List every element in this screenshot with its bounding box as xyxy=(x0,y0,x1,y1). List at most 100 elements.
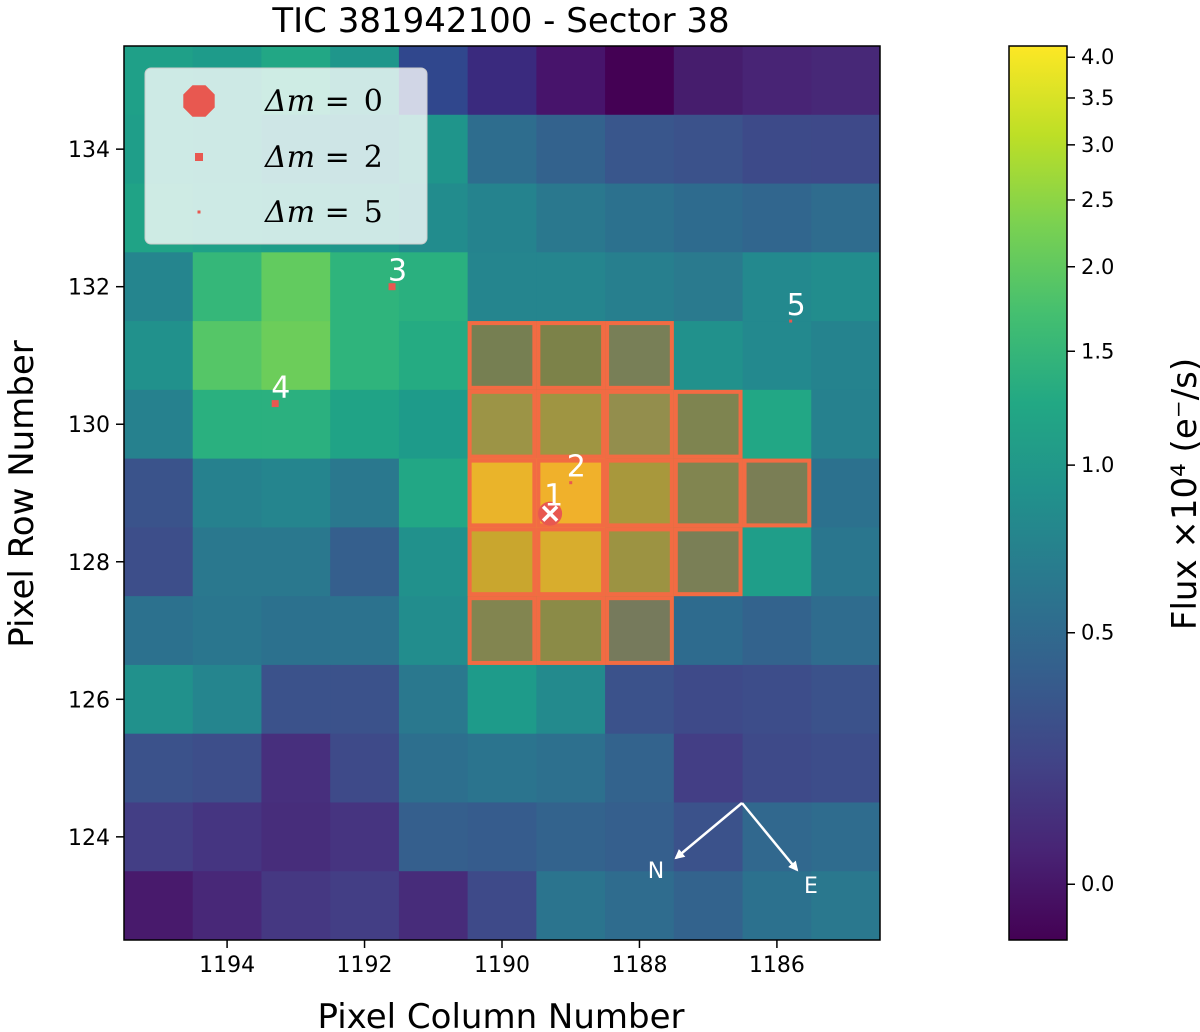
aperture-pixel xyxy=(467,321,537,390)
heatmap-cell xyxy=(124,871,194,941)
compass-north-arrow xyxy=(674,802,743,860)
aperture-pixel xyxy=(536,527,606,597)
heatmap-cell xyxy=(811,871,881,941)
x-axis: 1194 1192 1190 1188 1186 xyxy=(199,940,805,978)
aperture-pixel xyxy=(605,458,674,528)
heatmap-cell xyxy=(261,321,331,391)
heatmap-cell xyxy=(811,114,881,185)
heatmap-cell xyxy=(467,733,537,803)
heatmap-cell xyxy=(536,802,606,872)
heatmap-cell xyxy=(192,733,262,803)
colorbar-tick-label: 0.0 xyxy=(1081,872,1114,896)
aperture-pixel xyxy=(467,458,537,528)
aperture-pixel xyxy=(467,596,537,665)
heatmap-cell xyxy=(605,321,675,391)
compass: NE xyxy=(648,802,818,899)
heatmap-cell xyxy=(261,596,331,666)
heatmap-cell xyxy=(467,596,537,666)
heatmap-cell xyxy=(261,458,331,528)
heatmap-cell xyxy=(742,871,812,941)
heatmap-cell xyxy=(605,389,675,460)
heatmap-cell xyxy=(673,733,744,803)
colorbar-tick-label: 0.5 xyxy=(1081,621,1114,645)
heatmap-cell xyxy=(536,114,606,185)
heatmap-cell xyxy=(742,596,812,666)
heatmap-cell xyxy=(330,802,400,872)
aperture-pixel xyxy=(605,527,674,597)
heatmap-cell xyxy=(261,664,331,735)
star-label: 5 xyxy=(787,288,806,323)
heatmap-cell xyxy=(124,527,194,597)
heatmap-cell xyxy=(330,252,400,322)
heatmap-cell xyxy=(398,596,469,666)
aperture-pixel xyxy=(467,389,537,459)
heatmap-cell xyxy=(261,733,331,803)
heatmap-cell xyxy=(124,664,194,735)
heatmap-cell xyxy=(673,389,744,460)
heatmap-cell xyxy=(398,871,469,941)
heatmap-cell xyxy=(673,114,744,185)
legend-label-value: 0 xyxy=(364,84,383,119)
heatmap-cell xyxy=(811,596,881,666)
heatmap-cell xyxy=(742,183,812,253)
y-tick-label: 134 xyxy=(68,138,110,163)
heatmap-cell xyxy=(742,252,812,322)
colorbar-tick-label: 1.5 xyxy=(1081,339,1114,363)
heatmap-cell xyxy=(398,733,469,803)
heatmap-cell xyxy=(330,458,400,528)
heatmap-cell xyxy=(536,321,606,391)
heatmap-cell xyxy=(742,527,812,597)
heatmap-cell xyxy=(673,46,744,116)
legend-label: Δm = 0 xyxy=(264,84,383,119)
heatmap-cell xyxy=(124,458,194,528)
colorbar-tick-label: 4.0 xyxy=(1081,45,1114,69)
x-tick-label: 1190 xyxy=(474,953,530,978)
colorbar-tick-label: 2.5 xyxy=(1081,188,1114,212)
y-axis-title: Pixel Row Number xyxy=(2,340,42,648)
heatmap-cell xyxy=(673,596,744,666)
heatmap-cell xyxy=(673,871,744,941)
x-tick-label: 1186 xyxy=(749,953,805,978)
y-tick-label: 124 xyxy=(68,826,110,851)
heatmap-cell xyxy=(673,321,744,391)
heatmap-cell xyxy=(192,871,262,941)
heatmap-cell xyxy=(330,733,400,803)
y-tick-label: 132 xyxy=(68,276,110,301)
heatmap-cell xyxy=(811,183,881,253)
heatmap-cell xyxy=(398,389,469,460)
star-label: 3 xyxy=(388,254,407,289)
heatmap-cell xyxy=(673,802,744,872)
heatmap-cell xyxy=(605,596,675,666)
x-tick-label: 1192 xyxy=(337,953,393,978)
heatmap-cell xyxy=(192,802,262,872)
aperture-pixel xyxy=(467,527,537,597)
heatmap-cell xyxy=(605,183,675,253)
heatmap-cell xyxy=(467,46,537,116)
heatmap-cell xyxy=(261,802,331,872)
heatmap-cell xyxy=(261,527,331,597)
legend-label-value: 5 xyxy=(364,195,383,230)
target-marker xyxy=(541,505,559,522)
compass-east-label: E xyxy=(804,874,818,899)
heatmap-cell xyxy=(192,527,262,597)
heatmap-cell xyxy=(192,458,262,528)
heatmap-cell xyxy=(261,871,331,941)
heatmap-cell xyxy=(536,389,606,460)
colorbar-gradient xyxy=(1008,45,1068,941)
star-marker xyxy=(388,283,396,291)
heatmap-cell xyxy=(811,733,881,803)
heatmap-cell xyxy=(536,252,606,322)
heatmap-cell xyxy=(742,389,812,460)
y-tick-label: 130 xyxy=(68,413,110,438)
heatmap-cell xyxy=(124,596,194,666)
heatmap-cell xyxy=(536,596,606,666)
heatmap-cell xyxy=(605,802,675,872)
heatmap-cell xyxy=(536,46,606,116)
heatmap-cell xyxy=(192,664,262,735)
heatmap-cell xyxy=(605,733,675,803)
legend-box xyxy=(144,67,428,245)
legend-marker xyxy=(197,210,201,214)
heatmap-cell xyxy=(742,46,812,116)
colorbar-tick-label: 3.0 xyxy=(1081,133,1114,157)
heatmap-cell xyxy=(605,871,675,941)
